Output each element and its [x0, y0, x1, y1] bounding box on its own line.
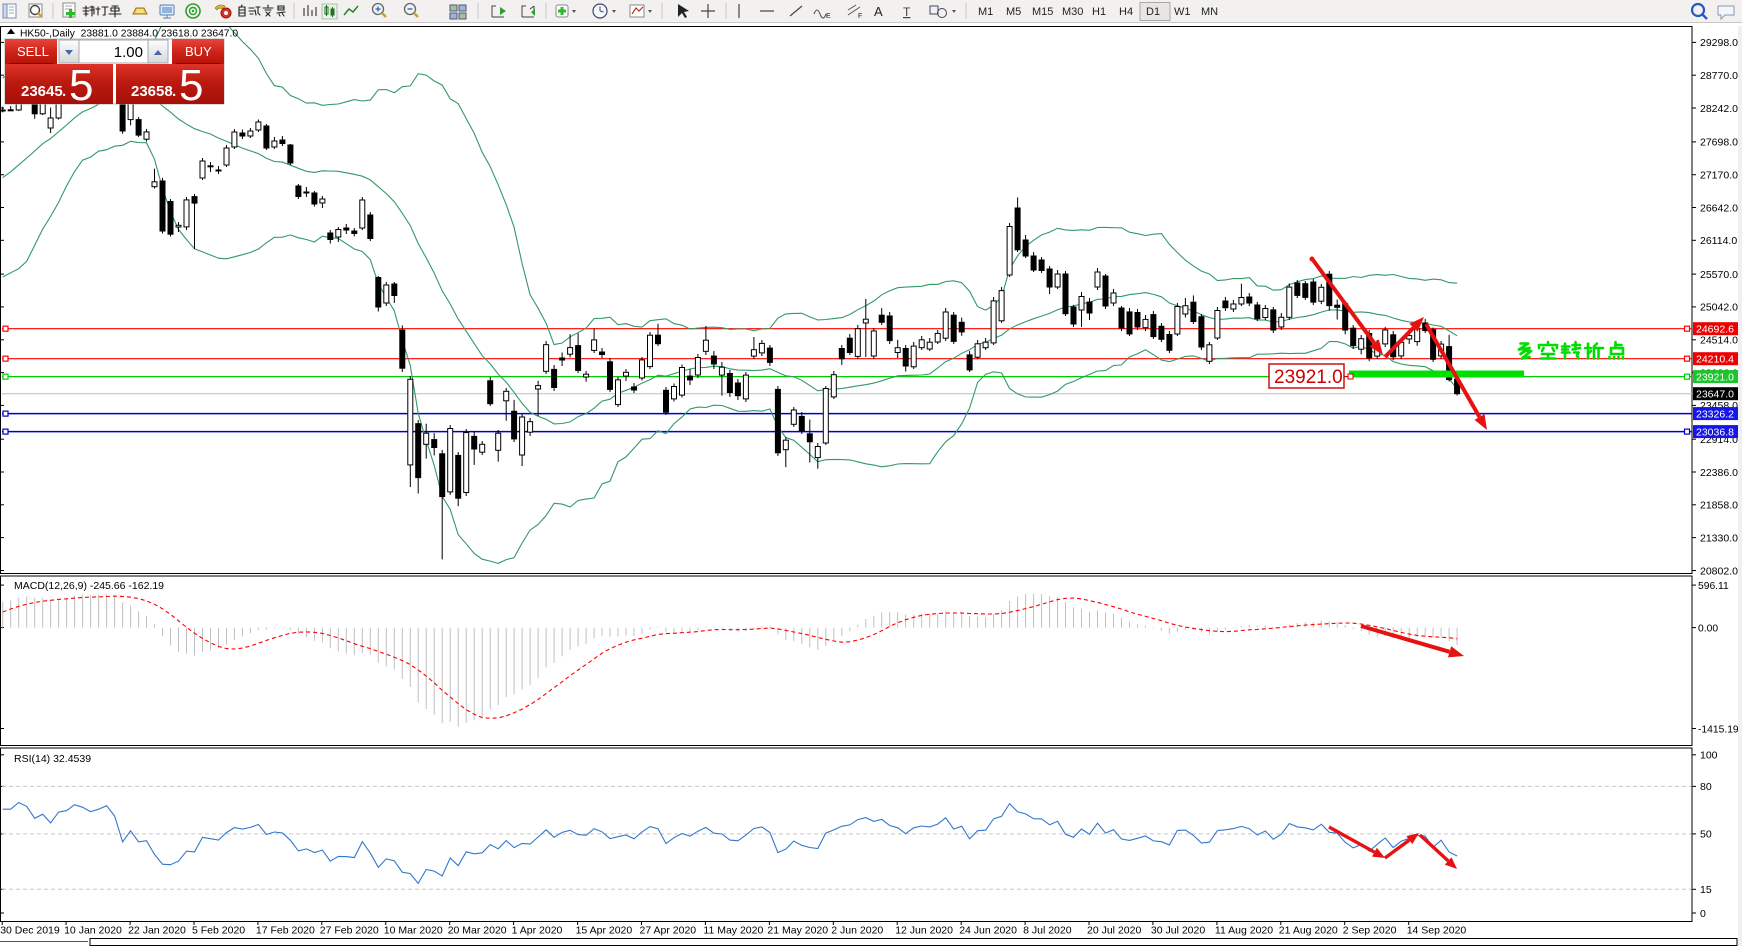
svg-text:M5: M5: [1006, 6, 1021, 18]
svg-text:21330.0: 21330.0: [1700, 532, 1738, 544]
svg-text:H1: H1: [1092, 6, 1106, 18]
svg-text:5: 5: [69, 61, 93, 110]
svg-text:MACD(12,26,9) -245.66 -162.19: MACD(12,26,9) -245.66 -162.19: [14, 580, 164, 592]
svg-text:27698.0: 27698.0: [1700, 137, 1738, 149]
svg-text:RSI(14) 32.4539: RSI(14) 32.4539: [14, 753, 91, 765]
svg-text:27 Feb 2020: 27 Feb 2020: [320, 925, 379, 937]
svg-text:-1415.19: -1415.19: [1698, 724, 1739, 735]
svg-text:17 Feb 2020: 17 Feb 2020: [256, 925, 315, 937]
svg-text:12 Jun 2020: 12 Jun 2020: [895, 925, 953, 937]
svg-text:1.00: 1.00: [114, 44, 143, 61]
svg-text:23921.0: 23921.0: [1696, 371, 1734, 383]
svg-text:.: .: [172, 83, 176, 100]
svg-text:28770.0: 28770.0: [1700, 70, 1738, 82]
svg-text:10 Mar 2020: 10 Mar 2020: [384, 925, 443, 937]
svg-text:.: .: [62, 83, 66, 100]
svg-text:2 Jun 2020: 2 Jun 2020: [831, 925, 883, 937]
svg-text:24 Jun 2020: 24 Jun 2020: [959, 925, 1017, 937]
svg-text:W1: W1: [1174, 6, 1191, 18]
svg-text:11 May 2020: 11 May 2020: [703, 925, 763, 937]
svg-text:15 Apr 2020: 15 Apr 2020: [576, 925, 633, 937]
svg-text:28242.0: 28242.0: [1700, 103, 1738, 115]
svg-text:M1: M1: [978, 6, 993, 18]
svg-text:5 Feb 2020: 5 Feb 2020: [192, 925, 245, 937]
svg-text:24692.6: 24692.6: [1696, 324, 1734, 336]
svg-text:25570.0: 25570.0: [1700, 269, 1738, 281]
svg-text:24514.0: 24514.0: [1700, 335, 1738, 347]
svg-text:10 Jan 2020: 10 Jan 2020: [64, 925, 122, 937]
svg-text:27 Apr 2020: 27 Apr 2020: [640, 925, 697, 937]
svg-text:50: 50: [1700, 829, 1712, 841]
svg-text:D1: D1: [1146, 6, 1160, 18]
svg-text:MN: MN: [1201, 6, 1218, 18]
svg-text:80: 80: [1700, 781, 1712, 793]
svg-text:23647.0: 23647.0: [1696, 389, 1734, 401]
svg-text:2 Sep 2020: 2 Sep 2020: [1343, 925, 1397, 937]
svg-text:1 Apr 2020: 1 Apr 2020: [512, 925, 563, 937]
svg-text:5: 5: [179, 61, 203, 110]
svg-text:23326.2: 23326.2: [1696, 408, 1734, 420]
svg-text:A: A: [874, 4, 883, 19]
svg-text:BUY: BUY: [185, 44, 212, 59]
svg-text:20 Mar 2020: 20 Mar 2020: [448, 925, 507, 937]
svg-text:26642.0: 26642.0: [1700, 202, 1738, 214]
svg-text:0: 0: [1700, 908, 1706, 920]
svg-text:30 Jul 2020: 30 Jul 2020: [1151, 925, 1205, 937]
svg-text:H4: H4: [1119, 6, 1133, 18]
svg-text:596.11: 596.11: [1698, 581, 1729, 592]
svg-text:26114.0: 26114.0: [1700, 235, 1737, 247]
svg-text:0.00: 0.00: [1698, 623, 1718, 634]
svg-text:14 Sep 2020: 14 Sep 2020: [1407, 925, 1467, 937]
svg-text:11 Aug 2020: 11 Aug 2020: [1215, 925, 1273, 937]
svg-text:22 Jan 2020: 22 Jan 2020: [128, 925, 186, 937]
svg-text:25042.0: 25042.0: [1700, 302, 1738, 314]
svg-text:8 Jul 2020: 8 Jul 2020: [1023, 925, 1072, 937]
svg-text:SELL: SELL: [17, 44, 49, 59]
svg-text:20802.0: 20802.0: [1700, 565, 1738, 577]
svg-text:E: E: [826, 13, 831, 20]
svg-text:27170.0: 27170.0: [1700, 170, 1738, 182]
svg-text:21858.0: 21858.0: [1700, 500, 1738, 512]
svg-text:30 Dec 2019: 30 Dec 2019: [0, 925, 60, 937]
svg-text:20 Jul 2020: 20 Jul 2020: [1087, 925, 1141, 937]
svg-text:29298.0: 29298.0: [1700, 37, 1738, 49]
svg-text:M30: M30: [1062, 6, 1083, 18]
svg-text:M15: M15: [1032, 6, 1053, 18]
svg-text:T: T: [903, 5, 911, 19]
svg-text:23645: 23645: [21, 83, 63, 100]
svg-text:15: 15: [1700, 884, 1712, 896]
svg-text:23658: 23658: [131, 83, 173, 100]
svg-text:23036.8: 23036.8: [1696, 426, 1734, 438]
svg-text:100: 100: [1700, 750, 1718, 762]
svg-text:23921.0: 23921.0: [1274, 367, 1343, 388]
svg-text:24210.4: 24210.4: [1696, 354, 1734, 366]
svg-text:F: F: [858, 13, 862, 20]
svg-text:21 Aug 2020: 21 Aug 2020: [1279, 925, 1338, 937]
svg-text:HK50-,Daily 23881.0 23884.0 2: HK50-,Daily 23881.0 23884.0 23618.0 2364…: [20, 29, 238, 40]
svg-text:21 May 2020: 21 May 2020: [767, 925, 828, 937]
svg-text:22386.0: 22386.0: [1700, 467, 1738, 479]
